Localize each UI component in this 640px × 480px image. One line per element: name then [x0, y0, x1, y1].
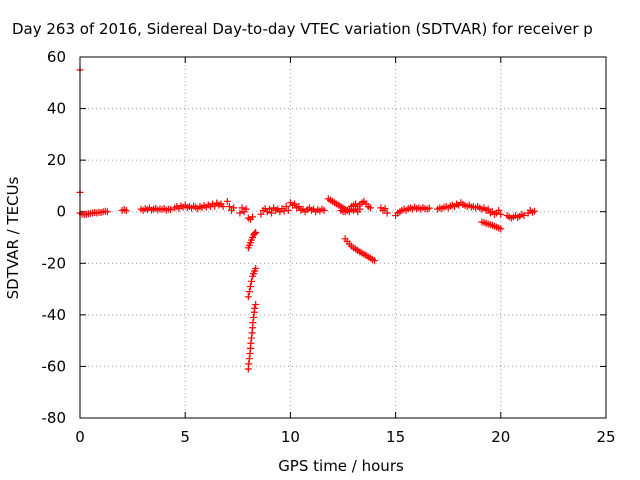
y-tick-label: 20 — [47, 151, 66, 169]
data-point — [230, 204, 238, 212]
data-point — [356, 205, 364, 213]
data-point — [520, 212, 528, 220]
data-point — [245, 355, 253, 363]
data-point — [225, 203, 233, 211]
data-point — [291, 200, 299, 208]
x-tick-label: 0 — [75, 428, 85, 446]
data-point — [366, 204, 374, 212]
data-point — [383, 209, 391, 217]
data-point — [265, 205, 273, 213]
data-point — [245, 360, 253, 368]
data-point — [247, 339, 255, 347]
data-point — [252, 264, 260, 272]
data-point — [244, 293, 252, 301]
data-point — [242, 205, 250, 213]
data-point — [247, 334, 255, 342]
data-point — [497, 225, 505, 233]
data-point — [250, 313, 258, 321]
y-axis-label: SDTVAR / TECUs — [4, 176, 22, 299]
data-point — [425, 204, 433, 212]
data-point — [282, 203, 290, 211]
data-point — [320, 206, 328, 214]
y-tick-label: 60 — [47, 48, 66, 66]
data-point — [238, 204, 246, 212]
data-point — [251, 230, 259, 238]
data-point — [247, 277, 255, 285]
x-tick-label: 10 — [281, 428, 300, 446]
y-tick-label: -60 — [42, 357, 67, 375]
tick-labels: 0 5 10 15 20 25 -80 -60 -40 -20 0 20 40 60 — [42, 48, 616, 446]
data-point — [371, 257, 379, 265]
data-point — [497, 210, 505, 218]
data-point — [246, 282, 254, 290]
data-point — [166, 206, 174, 214]
y-tick-label: -20 — [42, 254, 67, 272]
data-point — [249, 319, 257, 327]
x-tick-label: 20 — [491, 428, 510, 446]
x-axis-label: GPS time / hours — [278, 457, 404, 475]
data-point — [484, 205, 492, 213]
plot-border — [79, 56, 607, 419]
data-points — [76, 66, 538, 373]
data-point — [295, 203, 303, 211]
y-tick-label: 40 — [47, 100, 66, 118]
y-tick-label: -40 — [42, 306, 67, 324]
data-point — [103, 208, 111, 216]
data-point — [219, 203, 227, 211]
data-point — [252, 228, 260, 236]
y-tick-label: 0 — [56, 203, 66, 221]
data-point — [236, 209, 244, 217]
data-point — [267, 209, 275, 217]
chart-title: Day 263 of 2016, Sidereal Day-to-day VTE… — [12, 20, 593, 38]
data-point — [495, 206, 503, 214]
data-point — [245, 288, 253, 296]
data-point — [381, 205, 389, 213]
x-tick-label: 15 — [386, 428, 405, 446]
data-point — [251, 304, 259, 312]
data-point — [223, 197, 231, 205]
grid-lines — [80, 57, 606, 418]
data-point — [249, 213, 257, 221]
data-point — [530, 207, 538, 215]
x-tick-label: 5 — [180, 428, 190, 446]
x-tick-label: 25 — [596, 428, 615, 446]
data-point — [257, 210, 265, 218]
data-point — [252, 301, 260, 309]
data-point — [284, 206, 292, 214]
data-point — [122, 207, 130, 215]
y-tick-label: -80 — [42, 409, 67, 427]
